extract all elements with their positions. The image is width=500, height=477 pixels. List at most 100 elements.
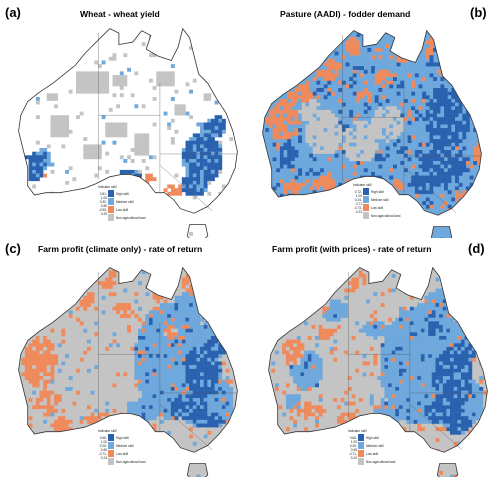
- skill-cell: [185, 299, 190, 304]
- skill-cell: [424, 398, 429, 402]
- skill-cell: [312, 139, 317, 143]
- legend-swatch: [358, 458, 364, 465]
- skill-cell: [436, 69, 441, 74]
- skill-cell: [185, 306, 190, 311]
- skill-cell: [50, 379, 55, 384]
- skill-cell: [431, 303, 436, 307]
- skill-cell: [428, 303, 433, 307]
- skill-cell: [178, 191, 183, 196]
- skill-cell: [181, 339, 186, 344]
- skill-cell: [134, 173, 139, 178]
- skill-cell: [145, 368, 150, 373]
- skill-cell: [399, 361, 403, 366]
- skill-cell: [156, 357, 161, 362]
- skill-cell: [200, 423, 204, 428]
- skill-cell: [200, 159, 204, 163]
- skill-cell: [360, 47, 364, 52]
- skill-cell: [181, 306, 186, 311]
- skill-cell: [145, 354, 150, 359]
- skill-cell: [200, 188, 204, 193]
- skill-cell: [440, 168, 445, 173]
- skill-cell: [455, 186, 459, 191]
- skill-cell: [453, 343, 458, 348]
- skill-cell: [344, 310, 349, 315]
- skill-cell: [352, 69, 357, 74]
- skill-cell: [424, 354, 429, 359]
- skill-cell: [287, 95, 292, 100]
- skill-cell: [457, 368, 462, 373]
- skill-cell: [287, 120, 292, 125]
- skill-cell: [433, 62, 437, 67]
- skill-cell: [105, 75, 110, 79]
- skill-cell: [192, 317, 197, 322]
- skill-cell: [450, 394, 454, 399]
- skill-cell: [145, 332, 150, 337]
- skill-cell: [50, 118, 55, 123]
- skill-cell: [112, 126, 117, 130]
- skill-cell: [138, 376, 142, 380]
- skill-cell: [229, 408, 234, 413]
- skill-cell: [374, 69, 379, 74]
- skill-cell: [400, 186, 405, 191]
- skill-cell: [440, 146, 445, 151]
- legend-label: Medium skill: [116, 200, 134, 204]
- skill-cell: [72, 423, 77, 428]
- skill-cell: [301, 106, 306, 111]
- skill-cell: [461, 336, 465, 340]
- skill-cell: [479, 412, 484, 417]
- skill-cell: [367, 131, 372, 136]
- skill-cell: [181, 284, 186, 289]
- skill-cell: [337, 405, 341, 410]
- skill-cell: [50, 328, 55, 333]
- skill-cell: [94, 321, 99, 326]
- skill-cell: [458, 139, 463, 143]
- skill-cell: [320, 117, 324, 122]
- skill-cell: [451, 106, 456, 111]
- panel-label: (d): [468, 241, 485, 256]
- skill-cell: [367, 146, 372, 151]
- skill-cell: [425, 182, 430, 187]
- skill-cell: [203, 151, 208, 156]
- skill-cell: [352, 117, 357, 122]
- skill-cell: [108, 277, 113, 282]
- skill-cell: [163, 398, 168, 402]
- legend-swatch: [363, 212, 369, 219]
- skill-cell: [315, 361, 319, 366]
- skill-cell: [473, 128, 478, 132]
- skill-cell: [395, 416, 400, 421]
- skill-cell: [309, 142, 313, 147]
- skill-cell: [145, 173, 150, 178]
- skill-cell: [425, 40, 430, 45]
- skill-cell: [207, 339, 212, 344]
- legend-swatch: [108, 206, 114, 213]
- skill-cell: [221, 379, 226, 384]
- skill-cell: [355, 408, 360, 413]
- skill-cell: [159, 75, 164, 79]
- skill-cell: [211, 346, 215, 351]
- skill-cell: [152, 332, 157, 337]
- skill-cell: [112, 56, 117, 61]
- skill-cell: [455, 131, 459, 136]
- skill-cell: [391, 387, 396, 391]
- skill-cell: [360, 146, 364, 151]
- skill-cell: [340, 398, 345, 402]
- skill-cell: [181, 357, 186, 362]
- skill-cell: [453, 430, 458, 435]
- skill-cell: [349, 128, 354, 132]
- skill-cell: [174, 111, 179, 116]
- skill-cell: [207, 162, 212, 167]
- skill-cell: [385, 117, 390, 122]
- skill-cell: [138, 306, 142, 311]
- skill-cell: [420, 354, 425, 359]
- skill-cell: [214, 419, 219, 424]
- skill-cell: [145, 408, 150, 413]
- skill-cell: [344, 419, 349, 424]
- skill-cell: [65, 427, 69, 432]
- skill-cell: [130, 405, 135, 410]
- skill-cell: [221, 122, 226, 127]
- skill-cell: [170, 416, 175, 421]
- skill-cell: [200, 162, 204, 167]
- skill-cell: [413, 408, 418, 413]
- skill-cell: [399, 379, 403, 384]
- skill-cell: [116, 314, 120, 318]
